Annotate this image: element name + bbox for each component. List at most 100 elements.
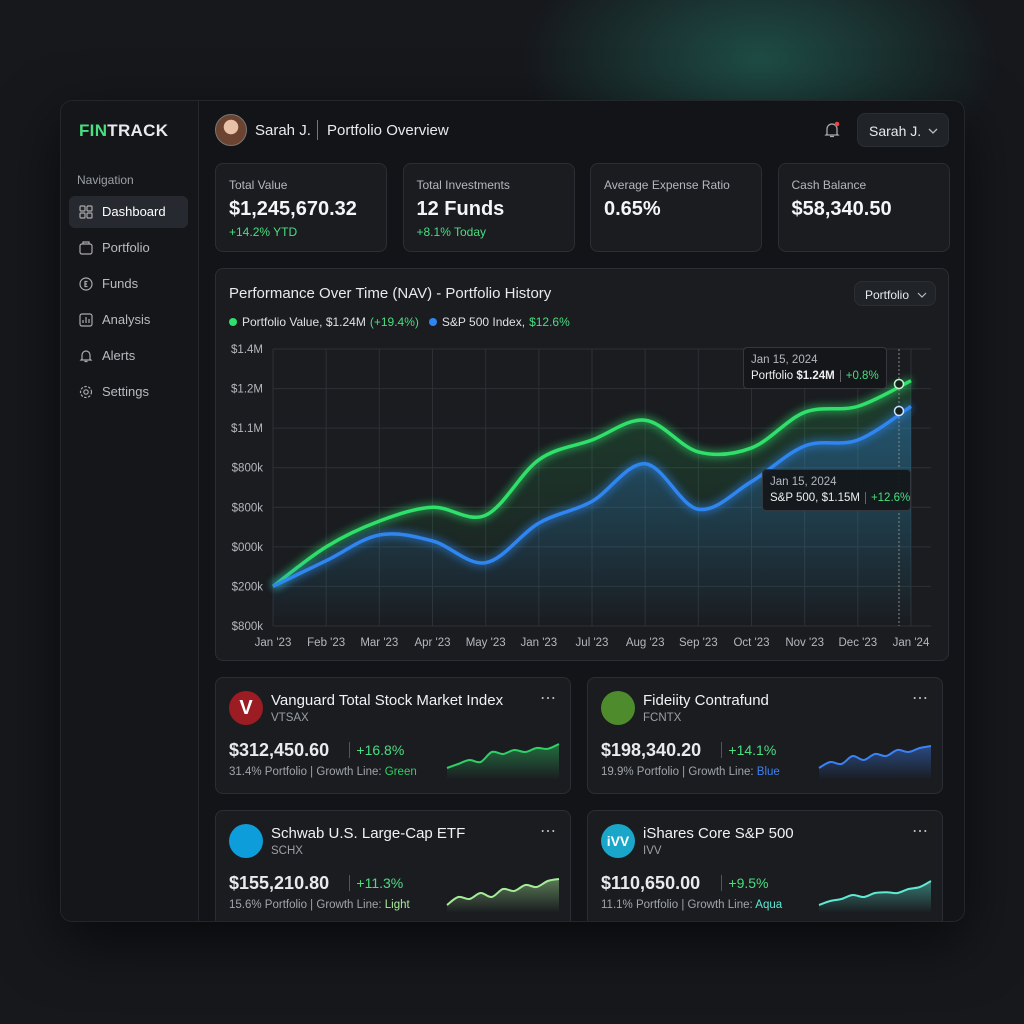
fund-card[interactable]: Fideiity Contrafund FCNTX ⋯ $198,340.20 +14.… (587, 677, 943, 794)
tooltip-change: +0.8% (839, 370, 879, 382)
sparkline-area (819, 746, 931, 780)
nav-item[interactable]: Funds (69, 268, 188, 300)
stat-value: 12 Funds (416, 198, 505, 220)
sparkline-line (446, 878, 560, 906)
nav-label: Analysis (102, 312, 151, 327)
chart-card: Performance Over Time (NAV) - Portfolio … (215, 268, 949, 661)
y-tick-label: $800k (232, 463, 264, 475)
fund-card[interactable]: V Vanguard Total Stock Market Index VTSAX ⋯… (215, 677, 571, 794)
fund-ticker: SCHX (271, 845, 303, 857)
x-tick-label: Apr '23 (414, 637, 450, 649)
nav-label: Alerts (102, 348, 136, 363)
stat-value: 0.65% (604, 198, 661, 220)
x-tick-label: Jan '24 (893, 637, 930, 649)
fund-detail: 11.1% Portfolio | Growth Line: Aqua (601, 899, 782, 911)
bell[interactable] (823, 121, 841, 139)
tooltip: Jan 15, 2024 S&P 500, $1.15M +12.6% (762, 469, 911, 511)
nav-item[interactable]: Alerts (69, 340, 188, 372)
brand-b: TRACK (107, 121, 169, 140)
line-color: Blue (756, 766, 780, 778)
stat-label: Cash Balance (791, 178, 867, 192)
sparkline (446, 878, 560, 913)
nav-item[interactable]: Dashboard (69, 196, 188, 228)
stat-card: Total Investments 12 Funds +8.1% Today (402, 163, 575, 252)
x-tick-label: Jan '23 (255, 637, 292, 649)
fund-logo (601, 691, 635, 725)
stat-label: Average Expense Ratio (604, 178, 730, 192)
fund-card[interactable]: Schwab U.S. Large-Cap ETF SCHX ⋯ $155,210.8… (215, 810, 571, 921)
tooltip-row: S&P 500, $1.15M +12.6% (770, 492, 911, 504)
nav-label: Funds (102, 276, 139, 291)
legend-item: Portfolio Value, $1.24M (+19.4%) (229, 315, 419, 329)
fund-detail: 15.6% Portfolio | Growth Line: Light (229, 899, 410, 911)
stat-label: Total Investments (416, 178, 510, 192)
tooltip: Jan 15, 2024 Portfolio $1.24M +0.8% (743, 347, 887, 389)
y-tick-label: $1.1M (231, 423, 263, 435)
user-menu[interactable]: Sarah J. (857, 113, 949, 147)
x-tick-label: Jan '23 (520, 637, 557, 649)
more[interactable]: ⋯ (540, 690, 557, 707)
avatar[interactable] (215, 114, 247, 146)
sparkline-area (819, 881, 931, 913)
sparkline-line (818, 745, 932, 769)
brand: FINTRACK (79, 121, 168, 141)
y-tick-label: $1.4M (231, 344, 263, 356)
more[interactable]: ⋯ (540, 823, 557, 840)
tooltip-value: $1.24M (796, 370, 835, 382)
sparkline-line (818, 880, 932, 906)
logo-text: iVV (606, 833, 630, 849)
fund-change: +16.8% (349, 742, 404, 758)
fund-name: Schwab U.S. Large-Cap ETF (271, 825, 466, 842)
y-tick-label: $800k (232, 621, 264, 633)
detail-text: 31.4% Portfolio | Growth Line: (229, 766, 382, 778)
fund-change: +14.1% (721, 742, 776, 758)
fund-name: Fideiity Contrafund (643, 692, 769, 709)
x-tick-label: May '23 (466, 637, 506, 649)
more[interactable]: ⋯ (912, 690, 929, 707)
tooltip-row: Portfolio $1.24M +0.8% (751, 370, 879, 382)
divider (317, 120, 318, 140)
fund-card[interactable]: iVV iShares Core S&P 500 IVV ⋯ $110,650.00 +9… (587, 810, 943, 921)
fund-detail: 19.9% Portfolio | Growth Line: Blue (601, 766, 780, 778)
line-color: Green (384, 766, 417, 778)
app-window: FINTRACK Navigation Dashboard Portfolio Fu… (60, 100, 965, 922)
nav-item[interactable]: Portfolio (69, 232, 188, 264)
nav-item[interactable]: Analysis (69, 304, 188, 336)
line-color: Aqua (755, 899, 783, 911)
fund-value: $110,650.00 (601, 873, 701, 893)
fund-name: iShares Core S&P 500 (643, 825, 794, 842)
logo-text: V (239, 697, 253, 719)
stat-card: Cash Balance $58,340.50 (777, 163, 950, 252)
area (273, 406, 911, 626)
tooltip-date: Jan 15, 2024 (751, 354, 818, 366)
sparkline-area (447, 744, 559, 780)
fund-ticker: IVV (643, 845, 662, 857)
sparkline (446, 743, 560, 780)
x-tick-label: Oct '23 (733, 637, 769, 649)
sparkline (818, 745, 932, 780)
legend-item: S&P 500 Index, $12.6% (428, 315, 570, 329)
hover-point (893, 378, 905, 390)
legend: Portfolio Value, $1.24M (+19.4%) S&P 500 I… (229, 315, 570, 329)
fund-logo: iVV (601, 824, 635, 858)
fund-change: +9.5% (721, 875, 768, 891)
fund-name: Vanguard Total Stock Market Index (271, 692, 504, 709)
chart: $800k $200k $000k $800k $800k $1.1M $1.2M $1.4M… (231, 344, 931, 649)
nav-item[interactable]: Settings (69, 376, 188, 408)
fund-ticker: FCNTX (643, 712, 682, 724)
menu-label: Sarah J. (869, 123, 922, 139)
chart-dropdown[interactable]: Portfolio (854, 281, 936, 306)
tooltip-label: S&P 500, $1.15M (770, 492, 860, 504)
more[interactable]: ⋯ (912, 823, 929, 840)
x-tick-label: Aug '23 (626, 637, 665, 649)
stat-label: Total Value (229, 178, 288, 192)
sparkline (818, 880, 932, 913)
nav-label: Dashboard (102, 204, 166, 219)
legend-name: Portfolio Value, $1.24M (242, 315, 366, 329)
fund-detail: 31.4% Portfolio | Growth Line: Green (229, 766, 417, 778)
nav-heading: Navigation (77, 173, 134, 187)
legend-dot (229, 318, 237, 326)
sidebar: FINTRACK Navigation Dashboard Portfolio Fu… (61, 101, 199, 921)
y-tick-label: $000k (232, 542, 264, 554)
